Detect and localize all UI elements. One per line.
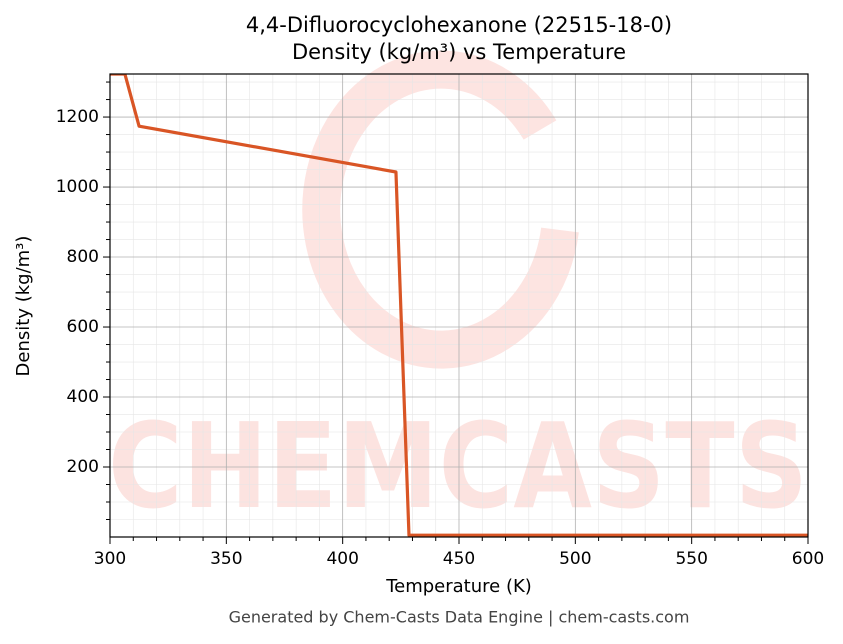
- y-axis-label: Density (kg/m³): [13, 236, 34, 377]
- y-tick-label: 800: [67, 247, 99, 267]
- y-tick-label: 1000: [56, 177, 99, 197]
- x-tick-label: 500: [559, 549, 591, 569]
- chart-title: 4,4-Difluorocyclohexanone (22515-18-0): [246, 13, 672, 37]
- x-tick-label: 400: [326, 549, 358, 569]
- x-tick-label: 550: [675, 549, 707, 569]
- x-axis-label: Temperature (K): [385, 576, 532, 597]
- y-tick-label: 1200: [56, 107, 99, 127]
- data-line: [110, 74, 808, 537]
- x-tick-label: 600: [792, 549, 824, 569]
- watermark-text: CHEMCASTS: [108, 397, 808, 535]
- footer: Generated by Chem-Casts Data Engine | ch…: [229, 608, 690, 627]
- y-tick-label: 400: [67, 387, 99, 407]
- x-tick-label: 300: [94, 549, 126, 569]
- y-tick-label: 200: [67, 457, 99, 477]
- watermark-logo: [302, 50, 579, 369]
- y-tick-label: 600: [67, 317, 99, 337]
- chart-subtitle: Density (kg/m³) vs Temperature: [292, 40, 626, 64]
- x-tick-label: 450: [443, 549, 475, 569]
- plot-frame: [109, 73, 809, 538]
- x-tick-label: 350: [210, 549, 242, 569]
